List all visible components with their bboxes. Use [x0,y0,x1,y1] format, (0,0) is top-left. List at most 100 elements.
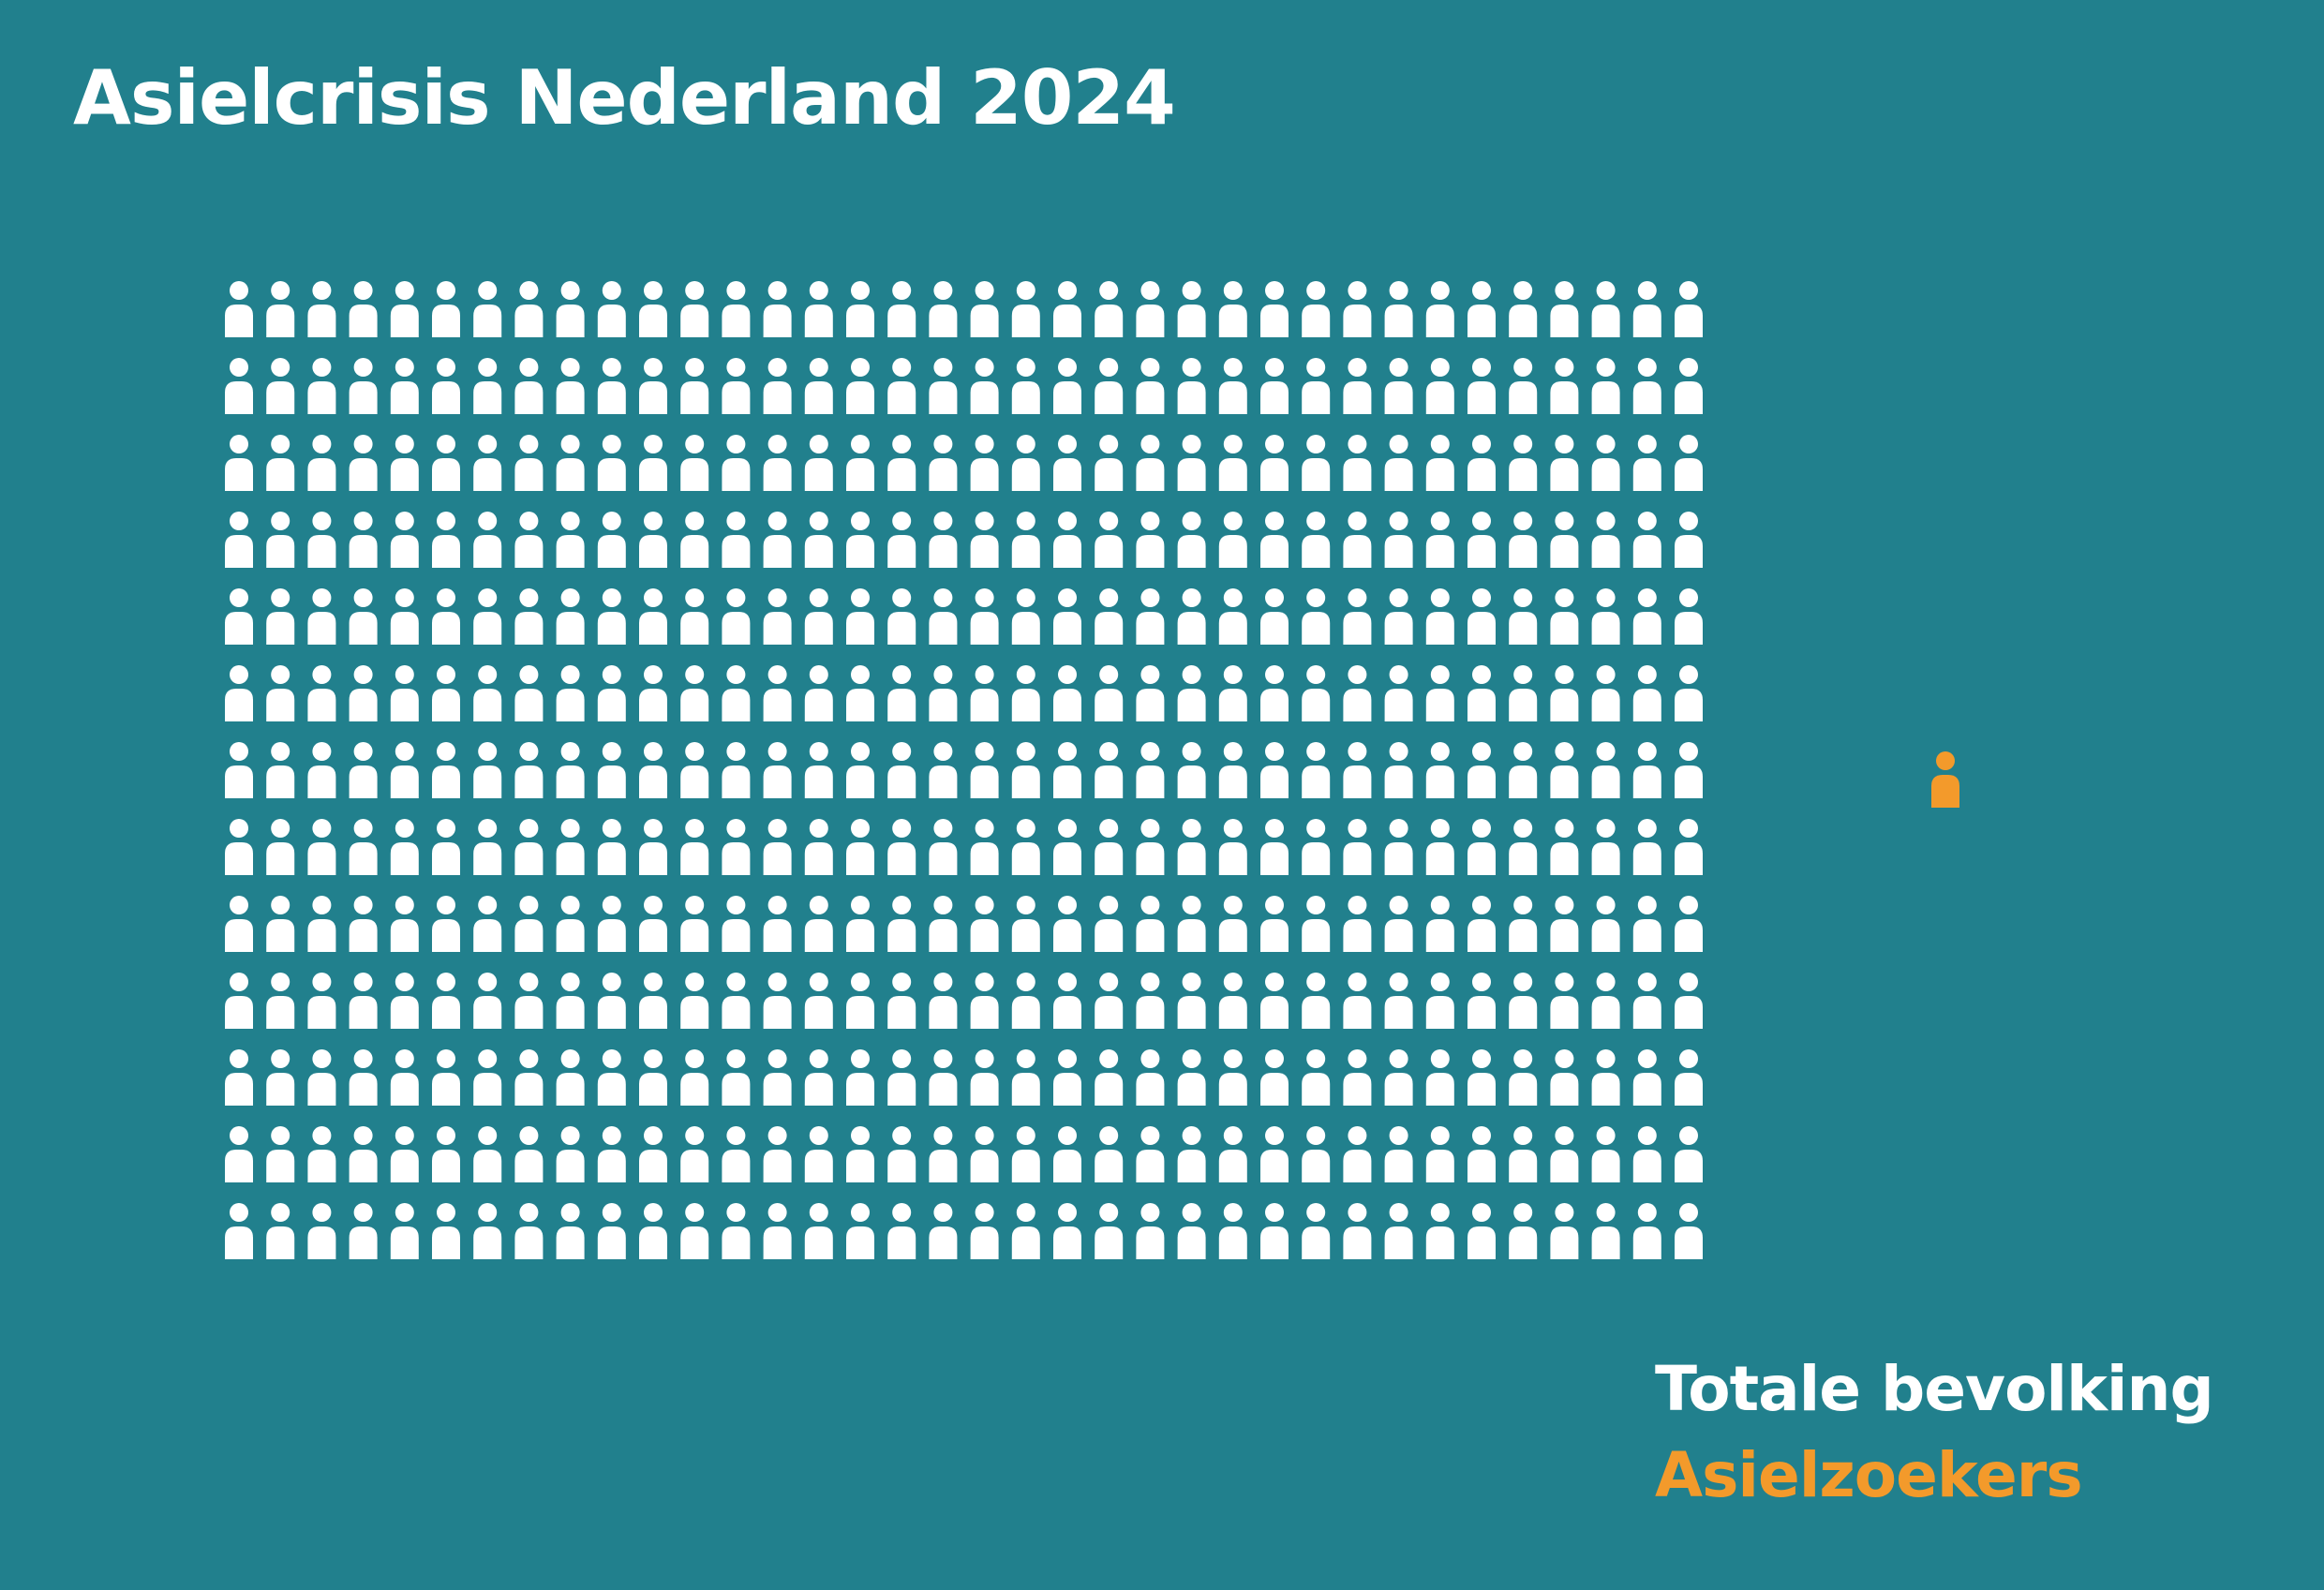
person-icon [639,819,667,875]
person-icon [887,973,916,1029]
person-icon [390,1049,419,1106]
person-icon [1384,665,1413,721]
person-icon [1550,1049,1579,1106]
person-icon [1218,742,1247,798]
person-icon [1550,665,1579,721]
person-icon [1053,665,1081,721]
person-icon [804,1126,833,1182]
person-icon [1591,665,1620,721]
person-icon [1136,512,1165,568]
person-icon [1177,281,1206,337]
person-icon [1260,358,1289,414]
person-icon [473,358,502,414]
person-icon [1260,512,1289,568]
person-icon [1053,742,1081,798]
person-icon [266,588,295,645]
person-icon [1095,973,1124,1029]
person-icon [722,512,751,568]
person-icon [929,435,958,491]
person-icon [639,358,667,414]
person-icon [680,896,709,952]
person-icon [929,742,958,798]
person-icon [639,665,667,721]
person-icon [1260,1203,1289,1259]
person-icon [1260,819,1289,875]
person-icon [307,819,336,875]
person-icon [514,588,544,645]
person-icon [307,665,336,721]
person-icon [1384,742,1413,798]
person-icon [804,665,833,721]
person-icon [1509,1203,1538,1259]
person-icon [473,1126,502,1182]
person-icon [266,665,295,721]
person-icon [846,819,874,875]
person-icon [1177,1203,1206,1259]
person-icon [970,512,999,568]
legend-totale-bevolking: Totale bevolking [1655,1353,2214,1425]
person-icon [1136,1126,1165,1182]
person-icon [763,281,792,337]
person-icon [887,281,916,337]
person-icon [349,1126,378,1182]
person-icon [804,1049,833,1106]
person-icon [846,1126,874,1182]
person-icon [1425,1126,1454,1182]
person-icon [1384,819,1413,875]
person-icon [1011,819,1040,875]
person-icon [1095,588,1124,645]
person-icon [1550,896,1579,952]
person-icon [846,742,874,798]
person-icon [1343,358,1372,414]
person-icon [763,435,792,491]
person-icon [1467,1126,1496,1182]
person-icon [1425,1049,1454,1106]
person-icon [1343,1203,1372,1259]
person-icon [1384,512,1413,568]
person-icon [929,1126,958,1182]
person-icon [349,896,378,952]
person-icon [1550,819,1579,875]
person-icon [597,665,626,721]
person-icon [1550,973,1579,1029]
person-icon [1509,1126,1538,1182]
person-icon [225,1126,253,1182]
person-icon [1467,435,1496,491]
person-icon [1343,512,1372,568]
person-icon [1343,973,1372,1029]
person-icon [1632,896,1661,952]
person-icon [1467,896,1496,952]
person-icon [970,358,999,414]
person-icon [1011,742,1040,798]
person-icon [225,1203,253,1259]
person-icon [722,1203,751,1259]
person-icon [970,435,999,491]
person-icon [970,281,999,337]
person-icon [597,1126,626,1182]
person-icon [473,512,502,568]
person-icon [929,588,958,645]
person-icon [1177,512,1206,568]
person-icon [1011,512,1040,568]
person-icon [680,742,709,798]
person-icon [1509,588,1538,645]
person-icon [1425,896,1454,952]
person-icon [390,819,419,875]
person-icon [1136,665,1165,721]
person-icon [1509,973,1538,1029]
person-icon [1467,742,1496,798]
person-icon [887,1203,916,1259]
person-icon [225,973,253,1029]
person-icon [1136,1049,1165,1106]
person-icon [722,281,751,337]
person-icon [514,1049,544,1106]
person-icon [225,512,253,568]
person-icon [307,742,336,798]
person-icon [1260,1049,1289,1106]
person-icon [432,896,460,952]
person-icon [1177,819,1206,875]
person-icon [1550,1203,1579,1259]
person-icon [1425,588,1454,645]
person-icon [1218,665,1247,721]
person-icon [887,588,916,645]
